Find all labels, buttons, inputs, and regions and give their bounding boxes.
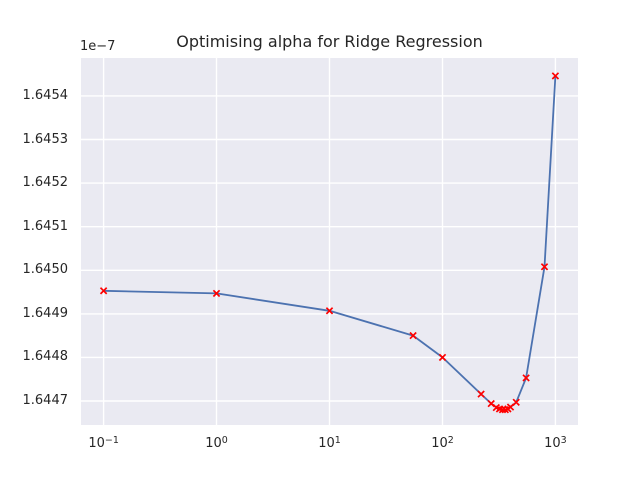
y-tick-label: 1.6451 [22,218,69,234]
y-tick-label: 1.6453 [22,131,69,147]
x-tick-base: 10 [88,436,105,451]
chart-title: Optimising alpha for Ridge Regression [176,32,483,51]
x-tick-base: 10 [205,436,222,451]
y-tick-label: 1.6450 [22,262,69,278]
x-tick-exponent: 2 [447,434,454,446]
x-tick-exponent: 0 [221,434,228,446]
y-tick-label: 1.6448 [22,349,69,365]
x-tick-base: 10 [544,436,561,451]
x-tick-base: 10 [431,436,448,451]
x-tick-exponent: 1 [334,434,341,446]
y-tick-label: 1.6452 [22,175,69,191]
y-tick-label: 1.6447 [22,393,69,408]
x-tick-base: 10 [318,436,335,451]
plot-area [81,58,578,425]
x-tick-label: 100 [187,434,247,453]
x-tick-label: 102 [413,434,473,453]
x-tick-exponent: 3 [560,434,567,446]
x-tick-label: 101 [300,434,360,453]
x-tick-label: 103 [525,434,585,453]
y-tick-label: 1.6454 [22,87,69,103]
y-axis-offset-label: 1e−7 [80,39,116,54]
x-tick-exponent: −1 [104,434,119,446]
x-tick-label: 10−1 [74,434,134,453]
y-tick-label: 1.6449 [22,305,69,321]
